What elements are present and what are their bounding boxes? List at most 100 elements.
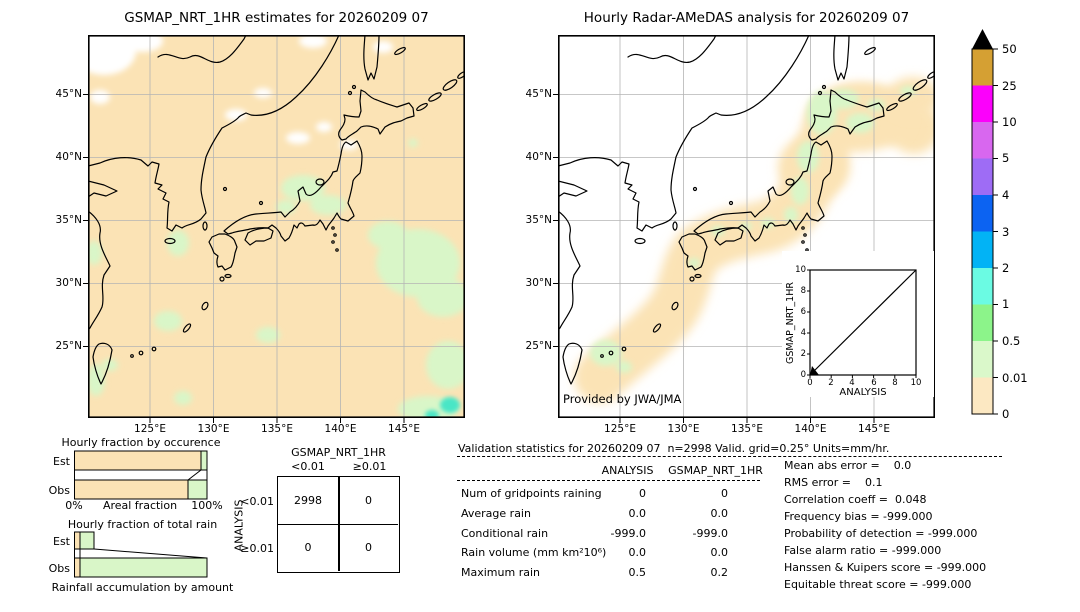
contingency-grid: 2998 0 0 0 [277,476,400,573]
inset-y-tick: 2 [800,349,806,359]
colorbar-label: 50 [1002,42,1017,56]
lat-tick-label: 45°N [525,88,552,100]
lon-tick-label: 130°E [197,423,230,435]
colorbar-segment [972,268,993,305]
lon-tick-label: 145°E [858,423,890,435]
contingency-row-header: <0.01 [240,495,274,508]
colorbar-label: 25 [1002,79,1017,93]
stats-value-analysis: -999.0 [610,527,646,540]
right-map-canvas [553,35,935,423]
stats-value-analysis: 0 [639,487,646,500]
stats-row-label: Num of gridpoints raining [461,487,602,500]
occurrence-chart [74,450,208,500]
colorbar-label: 0 [1002,407,1010,421]
colorbar-ticks [993,48,998,415]
stats-value-analysis: 0.0 [628,507,647,520]
inset-x-tick: 8 [892,378,898,388]
lon-tick-label: 135°E [731,423,763,435]
lat-tick-label: 30°N [55,277,82,289]
inset-x-tick: 4 [849,378,855,388]
contingency-cell: 0 [365,541,372,554]
right-map-border [558,35,935,418]
stats-value-gsmap: 0.2 [710,566,729,579]
score-line: Probability of detection = -999.000 [784,527,978,540]
score-line: False alarm ratio = -999.000 [784,544,942,557]
colorbar-segment [972,231,993,268]
lon-tick-label: 140°E [324,423,357,435]
moderate-rain-spot [425,397,460,418]
score-line: Correlation coeff = 0.048 [784,493,927,506]
stats-row-label: Conditional rain [461,527,549,540]
inset-y-tick: 10 [795,265,806,275]
inset-x-tick: 10 [910,378,922,388]
right-map-axis-ticks [553,94,875,423]
colorbar-segment [972,85,993,122]
inset-x-tick: 0 [807,378,813,388]
left-map-canvas [83,35,465,423]
inset-x-tick: 2 [828,378,834,388]
lat-tick-label: 40°N [525,151,552,163]
score-line: Mean abs error = 0.0 [784,459,912,472]
contingency-row-header: ≥0.01 [240,542,274,555]
lat-tick-label: 35°N [525,214,552,226]
left-map-gridlines [88,35,465,418]
grid-divider-horizontal [278,523,398,525]
colorbar-segment [972,304,993,341]
contingency-col-header: ≥0.01 [352,460,387,473]
lat-tick-label: 40°N [55,151,82,163]
divider-dashed [457,480,760,481]
lon-tick-label: 125°E [604,423,636,435]
stats-value-gsmap: -999.0 [692,527,728,540]
occurrence-chart-title: Hourly fraction by occurence [61,436,221,449]
score-line: Equitable threat score = -999.000 [784,578,972,591]
areal-fraction-min: 0% [65,499,83,512]
stats-col-header: ANALYSIS [601,464,654,477]
lon-tick-label: 135°E [261,423,293,435]
colorbar-label: 0.01 [1002,371,1028,385]
obs-row-label: Obs [48,484,70,497]
inset-y-axis-label: GSMAP_NRT_1HR [785,282,796,364]
contingency-cell: 2998 [294,494,322,507]
score-line: Hanssen & Kuipers score = -999.000 [784,561,987,574]
stats-value-gsmap: 0 [721,487,728,500]
inset-x-tick: 6 [871,378,877,388]
colorbar-label: 10 [1002,115,1017,129]
contingency-title: GSMAP_NRT_1HR [291,446,386,459]
contingency-cell: 0 [365,494,372,507]
stats-header: Validation statistics for 20260209 07 n=… [458,442,890,455]
colorbar-segment [972,341,993,378]
score-line: Frequency bias = -999.000 [784,510,933,523]
colorbar-label: 3 [1002,225,1010,239]
colorbar-label: 2 [1002,261,1010,275]
lat-tick-label: 45°N [55,88,82,100]
colorbar-segment [972,195,993,232]
totalrain-chart [74,531,208,578]
left-map-axis-ticks [83,94,405,423]
areal-fraction-max: 100% [191,499,223,512]
lat-tick-label: 35°N [55,214,82,226]
est-row-label: Est [53,535,70,548]
stats-value-analysis: 0.0 [628,546,647,559]
right-map-title: Hourly Radar-AMeDAS analysis for 2026020… [583,10,910,26]
stats-value-gsmap: 0.0 [710,546,729,559]
totalrain-axis-caption: Rainfall accumulation by amount [51,581,234,594]
totalrain-chart-title: Hourly fraction of total rain [67,518,218,531]
inset-scatter-plot [807,269,917,378]
stats-row-label: Average rain [461,507,531,520]
one-to-one-line [809,269,917,376]
lon-tick-label: 125°E [134,423,166,435]
colorbar-label: 1 [1002,297,1010,311]
lon-tick-label: 145°E [388,423,420,435]
divider-dashed [457,456,1002,457]
lon-tick-label: 140°E [794,423,827,435]
lat-tick-label: 30°N [525,277,552,289]
stats-value-gsmap: 0.0 [710,507,729,520]
colorbar-segment [972,158,993,195]
lat-tick-label: 25°N [55,340,82,352]
obs-row-label: Obs [48,562,70,575]
colorbar [971,29,998,415]
areal-fraction-axis-label: Areal fraction [102,499,178,512]
scatter-point-cluster [810,366,819,375]
contingency-col-header: <0.01 [291,460,325,473]
